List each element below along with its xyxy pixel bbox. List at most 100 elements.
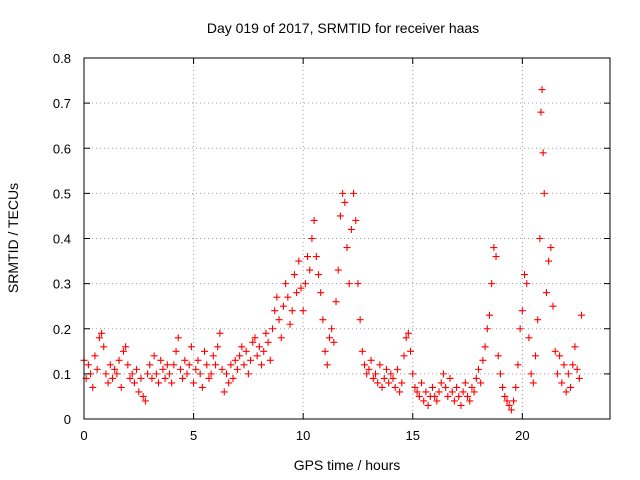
data-point [288,307,296,315]
data-point [168,379,176,387]
data-point [135,388,143,396]
data-point [282,280,290,288]
data-point [111,365,119,373]
data-point [382,365,390,373]
data-point [407,347,415,355]
data-point [187,343,195,351]
data-point [442,383,450,391]
data-point [240,361,248,369]
data-point [439,370,447,378]
data-point [330,338,338,346]
y-tick-label: 0.3 [53,277,71,292]
data-point [284,293,292,301]
data-point [468,383,476,391]
data-point [371,370,379,378]
data-point [409,370,417,378]
data-point [319,316,327,324]
data-point [253,352,261,360]
data-point [155,379,163,387]
data-point [130,379,138,387]
data-point [209,352,217,360]
data-point [538,86,546,94]
data-point [540,189,548,197]
data-point [496,370,504,378]
data-point [332,298,340,306]
y-tick-label: 0.5 [53,186,71,201]
data-point [534,316,542,324]
data-point [339,189,347,197]
data-point [198,383,206,391]
axis-layer: 0 5 10 15 20 0 0.1 0.2 0.3 0.4 0.5 0.6 0.7 0.8 [53,51,610,443]
data-point [100,343,108,351]
data-point [264,338,272,346]
data-point [233,365,241,373]
data-point [459,388,467,396]
data-point [341,198,349,206]
data-point [268,325,276,333]
data-point [558,379,566,387]
data-point [163,361,171,369]
data-point [225,379,233,387]
data-point [336,212,344,220]
data-point [106,361,114,369]
data-point [437,379,445,387]
data-point [334,266,342,274]
y-tick-label: 0.7 [53,96,71,111]
data-point [422,388,430,396]
data-point [475,365,482,373]
data-point [472,374,480,382]
data-point [277,334,285,342]
data-point [539,149,547,157]
data-point [301,280,309,288]
data-point [317,289,325,297]
data-point [128,370,136,378]
data-point [488,280,496,288]
data-point [290,271,298,279]
data-point [547,244,555,252]
data-point [124,361,132,369]
data-point [560,361,568,369]
chart-title: Day 019 of 2017, SRMTID for receiver haa… [207,20,479,36]
y-tick-label: 0.2 [53,322,71,337]
data-point [413,388,421,396]
data-point [510,397,518,405]
data-point [518,307,526,315]
data-point [444,392,452,400]
data-point [117,383,125,391]
data-point [150,352,158,360]
data-point [157,356,165,364]
data-point [514,361,522,369]
data-point [551,347,559,355]
data-point [227,361,235,369]
data-point [481,343,489,351]
data-point [542,289,550,297]
data-point [387,370,395,378]
data-point [503,397,511,405]
data-point [91,352,99,360]
data-point [172,347,180,355]
data-point [194,356,202,364]
data-point [190,379,198,387]
data-point [492,253,500,261]
data-point [89,383,97,391]
data-point [236,352,244,360]
data-point [365,365,373,373]
data-point [115,356,123,364]
data-point [578,311,586,319]
data-point [448,388,456,396]
x-tick-label: 10 [296,428,310,443]
data-point [501,392,509,400]
data-point [185,361,193,369]
data-point [363,370,371,378]
data-point [545,257,553,265]
data-point [249,338,257,346]
data-point [453,383,461,391]
grid-layer [84,58,610,419]
data-point [119,347,127,355]
data-point [229,374,237,382]
x-tick-label: 5 [190,428,197,443]
y-tick-label: 0.4 [53,232,71,247]
data-point [279,302,287,310]
data-point [391,383,399,391]
